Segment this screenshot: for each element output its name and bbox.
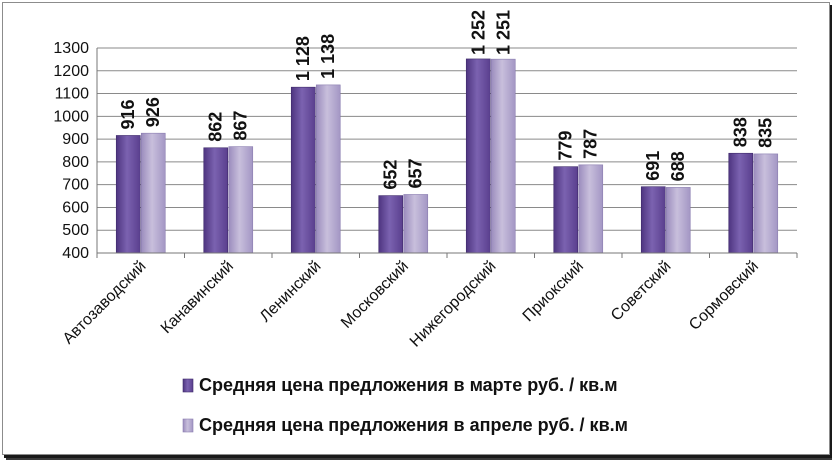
data-label: 838 (731, 117, 751, 147)
data-label: 1 252 (468, 10, 488, 55)
data-label: 916 (118, 99, 138, 129)
bar (490, 58, 516, 254)
data-label: 787 (581, 129, 601, 159)
bar (578, 164, 604, 254)
bar (640, 186, 666, 254)
data-label: 691 (643, 151, 663, 181)
category-label: Ленинский (257, 258, 325, 326)
data-label: 926 (143, 97, 163, 127)
y-tick-label: 1300 (53, 40, 89, 57)
data-label: 835 (756, 118, 776, 148)
bar (665, 187, 691, 254)
category-label: Канавинский (158, 258, 237, 337)
bar (140, 132, 166, 254)
legend-swatch (182, 378, 194, 393)
bar (553, 166, 579, 254)
bar-chart: 916 926 862 867 1 128 1 138 652 657 1 252 1 251 77… (53, 10, 798, 435)
bar (728, 152, 754, 254)
data-label: 657 (406, 158, 426, 188)
category-label: Автозаводский (60, 258, 150, 348)
bar (378, 195, 404, 254)
bar (403, 194, 429, 254)
y-tick-label: 500 (62, 222, 89, 239)
category-label: Московский (338, 258, 412, 332)
legend-label: Средняя цена предложения в апреле руб. /… (199, 415, 628, 435)
bar (290, 86, 316, 254)
data-label: 688 (668, 151, 688, 181)
y-tick-label: 700 (62, 177, 89, 194)
data-label: 862 (206, 112, 226, 142)
y-tick-label: 400 (62, 245, 89, 262)
data-label: 779 (556, 131, 576, 161)
legend-label: Средняя цена предложения в марте руб. / … (199, 375, 618, 395)
bar (228, 146, 254, 254)
data-label: 652 (381, 160, 401, 190)
y-tick-label: 1100 (55, 86, 90, 103)
data-label: 1 128 (293, 36, 313, 81)
y-tick-label: 1000 (53, 108, 89, 125)
category-label: Приокский (520, 258, 587, 325)
y-tick-label: 900 (62, 131, 89, 148)
category-label: Советский (608, 258, 675, 325)
y-tick-label: 600 (62, 199, 89, 216)
data-label: 1 251 (493, 10, 513, 55)
bar (753, 153, 779, 254)
legend-swatch (182, 418, 194, 433)
data-label: 867 (231, 111, 251, 141)
y-tick-label: 800 (62, 154, 89, 171)
bar (465, 58, 491, 254)
data-label: 1 138 (318, 34, 338, 79)
bar (115, 135, 141, 254)
category-label: Нижегородский (407, 258, 500, 351)
bar (203, 147, 229, 254)
category-label: Сормовский (686, 258, 762, 334)
y-tick-label: 1200 (53, 63, 89, 80)
bar (315, 84, 341, 254)
